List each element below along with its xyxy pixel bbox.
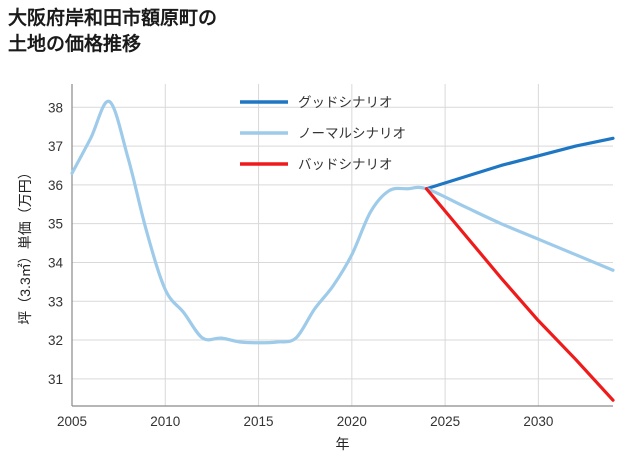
- series-lines: [70, 99, 615, 402]
- y-tick-label: 31: [48, 372, 63, 387]
- x-tick-label: 2025: [430, 414, 460, 429]
- y-axis-title: 坪（3.3㎡）単価（万円）: [17, 165, 33, 324]
- y-tick-label: 33: [48, 294, 63, 309]
- legend-label: ノーマルシナリオ: [298, 126, 406, 141]
- page-title: 大阪府岸和田市額原町の 土地の価格推移: [8, 8, 218, 56]
- series-line-2: [70, 99, 615, 345]
- x-tick-label: 2020: [337, 414, 367, 429]
- y-tick-label: 34: [48, 255, 64, 270]
- series-line-3: [424, 187, 615, 402]
- y-tick-label: 35: [48, 217, 63, 232]
- y-tick-label: 36: [48, 178, 63, 193]
- series-line-1: [424, 136, 615, 191]
- x-tick-label: 2005: [57, 414, 87, 429]
- legend-label: グッドシナリオ: [298, 95, 393, 110]
- tick-labels: 2005 2010 2015 2020 2025 2030 31 32 33 34 35 36 37 38: [48, 100, 553, 429]
- x-tick-label: 2015: [244, 414, 274, 429]
- y-tick-label: 32: [48, 333, 63, 348]
- gridlines: [71, 84, 613, 406]
- legend-label: バッドシナリオ: [298, 157, 393, 172]
- axis-titles: 年 坪（3.3㎡）単価（万円）: [17, 165, 350, 452]
- x-tick-label: 2030: [523, 414, 553, 429]
- x-axis-title: 年: [336, 436, 350, 452]
- x-tick-label: 2010: [150, 414, 180, 429]
- y-tick-label: 38: [48, 100, 63, 115]
- axis-lines: [71, 84, 613, 407]
- y-tick-label: 37: [48, 139, 63, 154]
